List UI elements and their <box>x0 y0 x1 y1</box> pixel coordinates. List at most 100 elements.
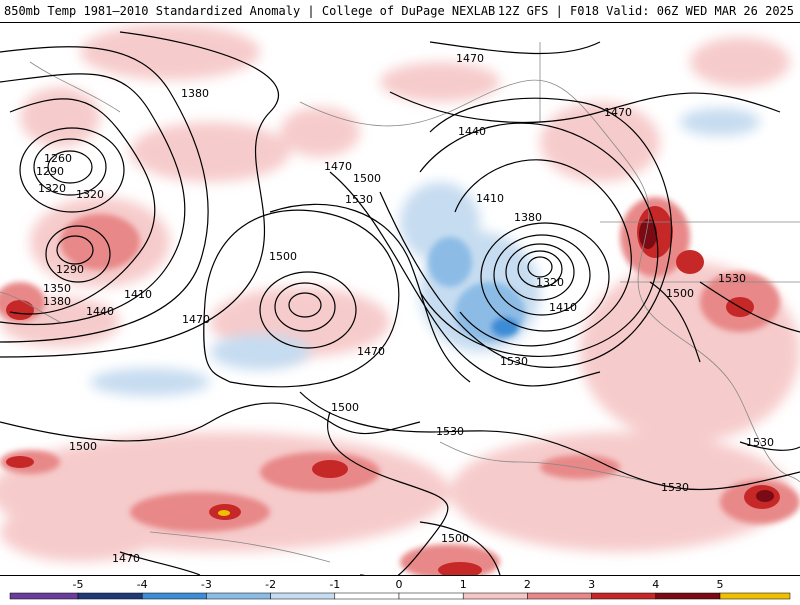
warm-anomaly-area <box>690 37 790 87</box>
colorbar-tick-label: 5 <box>717 578 724 591</box>
warm-anomaly-core <box>6 456 34 468</box>
colorbar-tick-label: 3 <box>588 578 595 591</box>
contour-label: 1320 <box>38 182 66 195</box>
contour-line <box>0 46 209 343</box>
warm-anomaly-area <box>540 455 620 479</box>
map-panel: 1470 1380 1440 1470 1260 1290 1470 1500 1320 1320… <box>0 22 800 575</box>
contour-line <box>47 150 93 184</box>
colorbar: -5 -4 -3 -2 -1 0 1 2 3 4 5 <box>0 575 800 601</box>
warm-anomaly-area <box>20 87 100 147</box>
contour-line <box>0 73 186 326</box>
coastline <box>0 291 61 323</box>
warm-anomaly-area <box>60 214 140 270</box>
contour-label: 1470 <box>604 106 632 119</box>
contour-line <box>33 138 107 196</box>
colorbar-strip <box>9 592 791 600</box>
colorbar-segment <box>591 592 657 600</box>
warm-anomaly-core <box>639 219 657 249</box>
warm-anomaly-core <box>312 460 348 478</box>
colorbar-tick-label: -1 <box>329 578 340 591</box>
colorbar-segment <box>334 592 400 600</box>
contour-label: 1530 <box>661 481 689 494</box>
colorbar-tick-label: -5 <box>73 578 84 591</box>
contour-line <box>259 271 357 349</box>
contour-line <box>56 235 94 265</box>
colorbar-tick-label: -4 <box>137 578 148 591</box>
warm-anomaly-area <box>380 62 500 102</box>
contour-line <box>505 243 575 301</box>
warm-anomaly-core <box>438 562 482 575</box>
warm-anomaly-area <box>130 492 270 532</box>
contour-label: 1350 <box>43 282 71 295</box>
contour-line <box>527 256 553 278</box>
extreme-anomaly-spot <box>218 510 230 516</box>
cool-anomaly-core <box>491 317 519 337</box>
contour-label: 1500 <box>269 250 297 263</box>
contour-line <box>493 234 591 316</box>
contour-label: 1440 <box>86 305 114 318</box>
cool-anomaly-area <box>210 334 310 370</box>
cool-anomaly-area <box>428 237 472 287</box>
contour-line <box>419 521 501 575</box>
contour-line <box>0 402 421 442</box>
contour-line <box>454 159 632 347</box>
coastline <box>299 79 800 483</box>
contour-label: 1530 <box>718 272 746 285</box>
cool-anomaly-area <box>680 108 760 136</box>
contour-label: 1470 <box>112 552 140 565</box>
anomaly-shading <box>0 24 800 575</box>
contour-label: 1260 <box>44 152 72 165</box>
contour-label: 1500 <box>69 440 97 453</box>
contour-label: 1530 <box>436 425 464 438</box>
warm-anomaly-area <box>80 24 260 80</box>
warm-anomaly-core <box>676 250 704 274</box>
contour-line <box>274 282 336 332</box>
colorbar-segment <box>77 592 143 600</box>
contour-label: 1500 <box>666 287 694 300</box>
contour-label: 1470 <box>357 345 385 358</box>
contour-label: 1410 <box>476 192 504 205</box>
colorbar-segment <box>398 592 464 600</box>
colorbar-segment <box>206 592 271 600</box>
contour-line <box>517 250 563 288</box>
contour-line <box>19 127 125 213</box>
contour-label: 1500 <box>353 172 381 185</box>
contour-label: 1500 <box>441 532 469 545</box>
colorbar-segment <box>527 592 592 600</box>
contour-label: 1470 <box>456 52 484 65</box>
contour-line <box>119 551 201 575</box>
contour-label: 1320 <box>536 276 564 289</box>
colorbar-tick-label: -3 <box>201 578 212 591</box>
coastline <box>149 531 331 563</box>
colorbar-segment <box>141 592 207 600</box>
coastline <box>439 441 651 483</box>
contour-line <box>288 292 322 318</box>
contour-label: 1410 <box>549 301 577 314</box>
warm-anomaly-area <box>130 122 290 182</box>
contour-line <box>699 281 800 333</box>
colorbar-segment <box>462 592 528 600</box>
contour-label: 1470 <box>324 160 352 173</box>
contour-line <box>379 97 673 368</box>
colorbar-tick-label: 2 <box>524 578 531 591</box>
contour-label: 1500 <box>331 401 359 414</box>
contour-label: 1290 <box>56 263 84 276</box>
contour-line <box>9 98 156 315</box>
contour-line <box>326 411 449 575</box>
contour-label: 1440 <box>458 125 486 138</box>
colorbar-tick-label: 1 <box>460 578 467 591</box>
model-run-info: 12Z GFS | F018 Valid: 06Z WED MAR 26 202… <box>497 4 794 18</box>
contour-label: 1470 <box>182 313 210 326</box>
warm-anomaly-area <box>450 432 790 552</box>
contour-line <box>269 203 471 383</box>
colorbar-tick-label: 4 <box>652 578 659 591</box>
warm-anomaly-area <box>540 102 660 182</box>
cool-anomaly-area <box>90 368 210 396</box>
coastlines <box>0 42 800 563</box>
colorbar-segment <box>719 592 791 600</box>
contour-line <box>0 31 279 358</box>
warm-anomaly-core <box>6 300 34 320</box>
